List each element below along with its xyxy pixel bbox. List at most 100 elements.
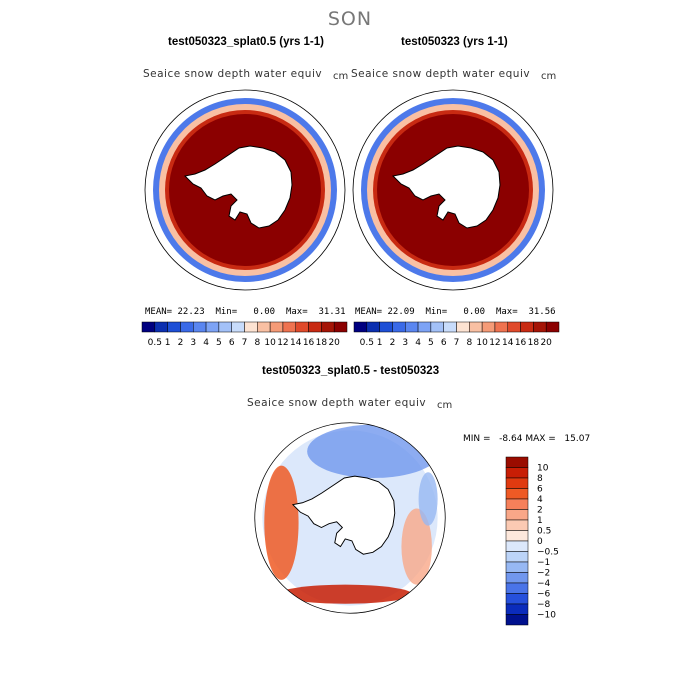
panel3-min-value: -8.64 <box>499 434 523 444</box>
colorbar-swatch <box>505 509 529 521</box>
colorbar-swatch <box>494 321 508 333</box>
panel1-max-label: Max= <box>285 307 308 317</box>
colorbar-tick-label: 4 <box>415 338 421 348</box>
colorbar-swatch <box>295 321 309 333</box>
colorbar-swatch <box>443 321 457 333</box>
colorbar-tick-label: 16 <box>303 338 315 348</box>
colorbar-tick-label: 5 <box>428 338 434 348</box>
colorbar-tick-label: 18 <box>316 338 328 348</box>
colorbar-swatch <box>505 603 529 615</box>
colorbar-tick-label: 20 <box>328 338 340 348</box>
panel2-variable-label: Seaice snow depth water equiv <box>351 68 531 80</box>
colorbar-tick-label: 0 <box>537 537 543 547</box>
panel1-max-value: 31.31 <box>318 307 346 317</box>
colorbar-tick-label: 8 <box>466 338 472 348</box>
map-boundary <box>352 89 554 291</box>
colorbar-swatch <box>193 321 207 333</box>
panel3-max-value: 15.07 <box>564 434 591 444</box>
panel1-min-value: 0.00 <box>253 307 276 317</box>
panel2-colorbar: 0.5 1 2 3 4 5 6 7 8 10 12 14 16 18 20 <box>353 321 560 348</box>
colorbar-swatch <box>333 321 348 333</box>
colorbar-tick-label: 14 <box>290 338 302 348</box>
colorbar-tick-label: 10 <box>537 464 549 474</box>
colorbar-swatch <box>218 321 232 333</box>
colorbar-swatch <box>257 321 271 333</box>
panel2-max-label: Max= <box>495 307 518 317</box>
colorbar-tick-label: 0.5 <box>148 338 162 348</box>
panel1-mean-value: 22.23 <box>177 307 205 317</box>
season-title: SON <box>327 8 373 30</box>
colorbar-tick-label: 16 <box>515 338 527 348</box>
positive-anomaly-south <box>278 584 412 604</box>
panel2-min-label: Min= <box>425 307 448 317</box>
colorbar-swatch <box>505 498 529 510</box>
colorbar-swatch <box>505 456 529 468</box>
panel2-mean-value: 22.09 <box>387 307 415 317</box>
panel3-polar-map <box>254 422 446 614</box>
colorbar-tick-label: 4 <box>203 338 209 348</box>
colorbar-tick-label: 1 <box>537 516 543 526</box>
colorbar-tick-label: 4 <box>537 495 543 505</box>
panel1-polar-map <box>144 89 346 291</box>
colorbar-tick-label: 8 <box>537 474 543 484</box>
colorbar-swatch <box>505 551 529 563</box>
colorbar-tick-label: −0.5 <box>537 548 559 558</box>
colorbar-tick-label: 20 <box>540 338 552 348</box>
colorbar-swatch <box>353 321 368 333</box>
panel2-units: cm <box>541 71 557 82</box>
colorbar-tick-label: −8 <box>537 600 551 610</box>
panel2-stats: MEAN= 22.09 Min= 0.00 Max= 31.56 <box>355 307 556 317</box>
colorbar-swatch <box>392 321 406 333</box>
colorbar-swatch <box>469 321 483 333</box>
panel3-min-label: MIN = <box>463 434 491 444</box>
antarctica-coastline <box>183 145 293 229</box>
panel1-colorbar: 0.5 1 2 3 4 5 6 7 8 10 12 14 16 18 20 <box>141 321 348 348</box>
colorbar-tick-label: −2 <box>537 569 550 579</box>
colorbar-swatch <box>282 321 296 333</box>
colorbar-swatch <box>205 321 220 333</box>
colorbar-tick-label: 6 <box>229 338 235 348</box>
panel2-min-value: 0.00 <box>463 307 486 317</box>
colorbar-swatch <box>505 561 529 573</box>
colorbar-tick-label: 10 <box>476 338 488 348</box>
colorbar-swatch <box>167 321 181 333</box>
colorbar-swatch <box>505 477 529 489</box>
colorbar-tick-label: 2 <box>178 338 184 348</box>
colorbar-swatch <box>505 540 529 552</box>
colorbar-swatch <box>180 321 194 333</box>
colorbar-swatch <box>505 488 529 500</box>
negative-anomaly-east <box>418 472 438 526</box>
colorbar-tick-label: 12 <box>489 338 500 348</box>
colorbar-swatch <box>379 321 393 333</box>
colorbar-swatch <box>481 321 496 333</box>
map-boundary <box>144 89 346 291</box>
colorbar-swatch <box>430 321 444 333</box>
panel1-min-label: Min= <box>215 307 238 317</box>
panel1-units: cm <box>333 71 349 82</box>
colorbar-tick-label: 14 <box>502 338 514 348</box>
colorbar-swatch <box>308 321 322 333</box>
panel2-polar-map <box>352 89 554 291</box>
antarctica-coastline <box>291 475 396 555</box>
colorbar-swatch <box>505 572 529 584</box>
antarctica-coastline <box>391 145 501 229</box>
colorbar-swatch <box>456 321 470 333</box>
panel2-max-value: 31.56 <box>528 307 556 317</box>
panel2-title: test050323 (yrs 1-1) <box>401 36 508 48</box>
colorbar-tick-label: −10 <box>537 611 556 621</box>
panel2-mean-label: MEAN= <box>355 307 383 317</box>
colorbar-tick-label: 6 <box>441 338 447 348</box>
negative-anomaly-north <box>307 424 441 478</box>
colorbar-tick-label: 3 <box>402 338 408 348</box>
colorbar-swatch <box>505 582 529 594</box>
panel3-max-label: MAX = <box>525 434 556 444</box>
colorbar-tick-label: 0.5 <box>360 338 374 348</box>
colorbar-tick-label: −4 <box>537 579 551 589</box>
colorbar-tick-label: 18 <box>528 338 540 348</box>
colorbar-swatch <box>533 321 547 333</box>
colorbar-tick-label: 12 <box>277 338 288 348</box>
colorbar-tick-label: 2 <box>390 338 396 348</box>
colorbar-tick-label: 5 <box>216 338 222 348</box>
colorbar-tick-label: 7 <box>242 338 248 348</box>
